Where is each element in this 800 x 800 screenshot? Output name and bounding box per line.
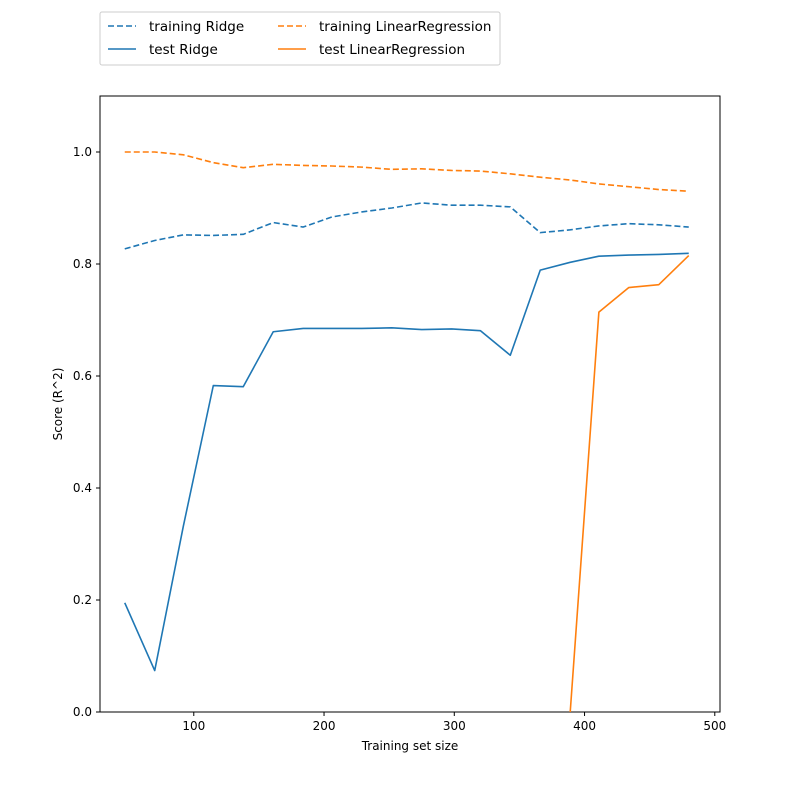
legend-entry-label: training LinearRegression <box>319 19 491 35</box>
y-tick-label: 0.8 <box>73 257 92 271</box>
x-tick-label: 400 <box>573 719 596 733</box>
x-tick-label: 200 <box>313 719 336 733</box>
y-tick-label: 0.0 <box>73 705 92 719</box>
legend-entry-label: training Ridge <box>149 19 244 35</box>
y-tick-label: 1.0 <box>73 145 92 159</box>
y-tick-label: 0.2 <box>73 593 92 607</box>
series-line-training-ridge <box>124 202 689 250</box>
x-tick-label: 300 <box>443 719 466 733</box>
series-layer <box>124 151 690 712</box>
legend-entry-label: test Ridge <box>149 42 218 58</box>
legend-entry-label: test LinearRegression <box>319 42 465 58</box>
plot-area <box>99 95 721 713</box>
series-line-test-linearregression <box>569 255 690 712</box>
x-axis-label: Training set size <box>361 739 459 753</box>
series-line-test-ridge <box>124 252 689 672</box>
legend-frame <box>99 11 501 66</box>
y-tick-label: 0.6 <box>73 369 92 383</box>
y-tick-label: 0.4 <box>73 481 92 495</box>
axis-ticks: 100 200 300 400 500 0.0 0.2 0.4 0.6 0.8 1.0 <box>73 145 726 733</box>
x-tick-label: 500 <box>703 719 726 733</box>
series-line-training-linearregression <box>124 151 689 192</box>
x-tick-label: 100 <box>182 719 205 733</box>
y-axis-label: Score (R^2) <box>51 368 65 441</box>
legend: training Ridge test Ridge training LinearR… <box>99 11 501 66</box>
